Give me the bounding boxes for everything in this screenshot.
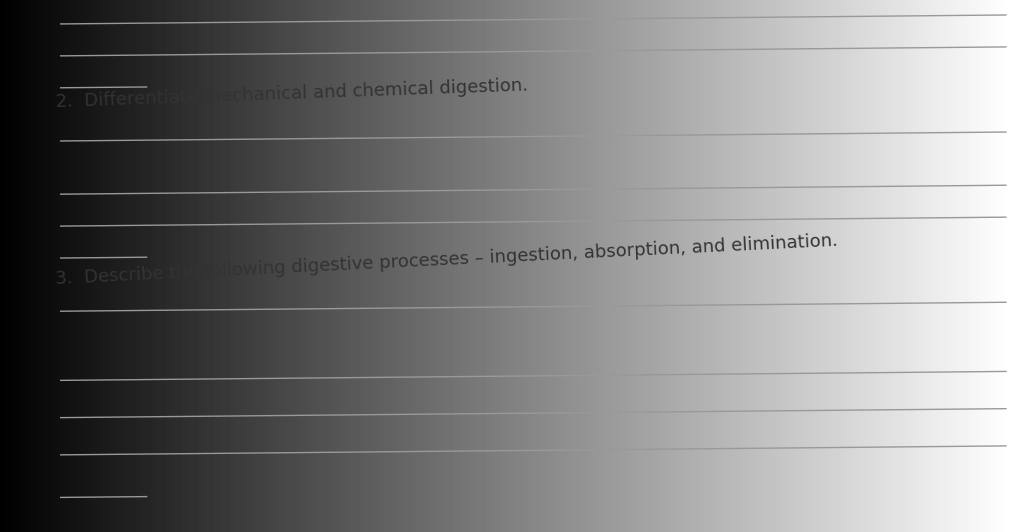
Text: 3.  Describe the following digestive processes – ingestion, absorption, and elim: 3. Describe the following digestive proc… bbox=[55, 231, 838, 288]
Text: 2.  Differentiate mechanical and chemical digestion.: 2. Differentiate mechanical and chemical… bbox=[55, 77, 528, 111]
